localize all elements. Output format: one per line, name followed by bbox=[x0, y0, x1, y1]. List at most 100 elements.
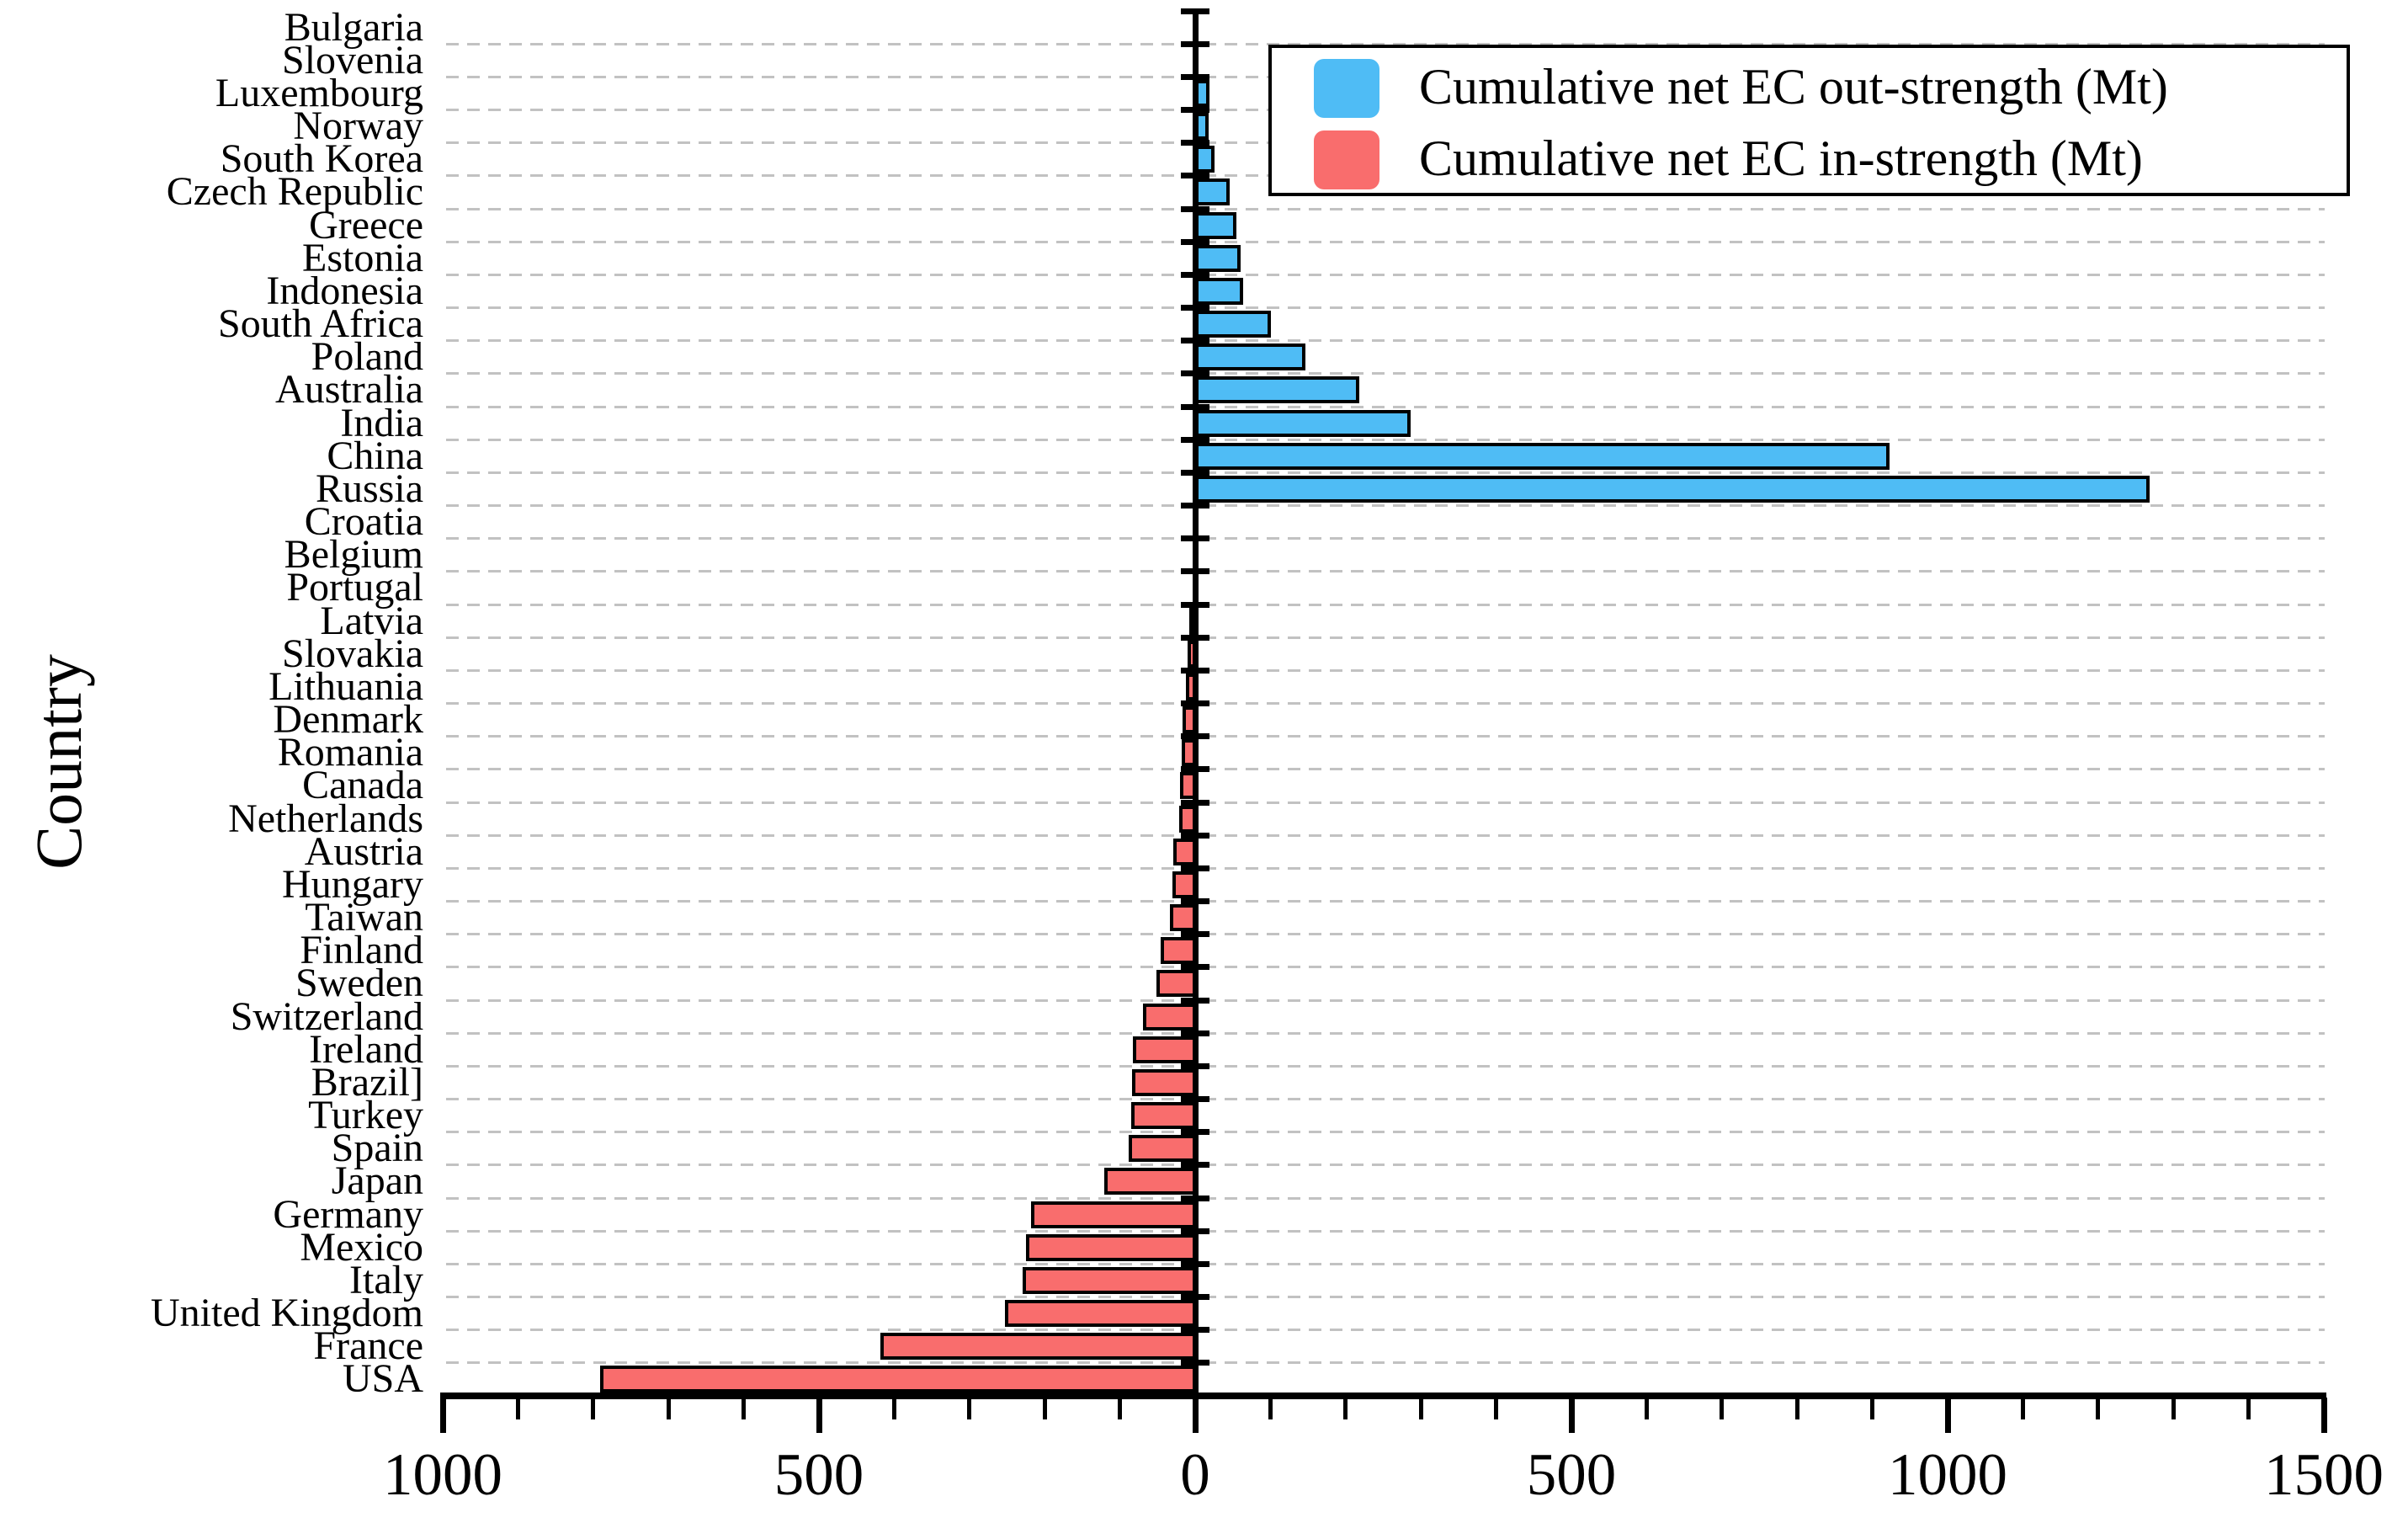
gridline bbox=[446, 1196, 2325, 1200]
bar-out-strength bbox=[1194, 211, 1237, 239]
country-label: Mexico bbox=[300, 1224, 423, 1270]
gridline bbox=[446, 372, 2325, 375]
x-tick-label: 1000 bbox=[1888, 1442, 2007, 1508]
gridline bbox=[446, 1361, 2325, 1365]
category-tick bbox=[1181, 8, 1209, 14]
x-minor-tick bbox=[1118, 1398, 1123, 1419]
x-minor-tick bbox=[1794, 1398, 1799, 1419]
legend-swatch-in-strength bbox=[1314, 130, 1379, 189]
category-tick bbox=[1181, 733, 1209, 740]
category-tick bbox=[1181, 964, 1209, 971]
country-label: Switzerland bbox=[230, 993, 423, 1039]
bar-in-strength bbox=[1132, 1068, 1196, 1096]
category-tick bbox=[1181, 1129, 1209, 1136]
category-tick bbox=[1181, 1062, 1209, 1069]
category-tick bbox=[1181, 140, 1209, 146]
gridline bbox=[446, 504, 2325, 507]
bar-in-strength bbox=[1156, 970, 1196, 998]
bar-out-strength bbox=[1194, 475, 2150, 503]
country-label: France bbox=[313, 1323, 423, 1369]
bar-out-strength bbox=[1194, 376, 1360, 404]
country-label: Turkey bbox=[308, 1093, 423, 1138]
country-label: Lithuania bbox=[268, 663, 423, 709]
country-label: Brazil] bbox=[311, 1059, 423, 1105]
x-minor-tick bbox=[1042, 1398, 1047, 1419]
category-tick bbox=[1181, 40, 1209, 47]
x-major-tick bbox=[1568, 1398, 1575, 1433]
country-label: Croatia bbox=[304, 499, 423, 545]
x-major-tick bbox=[1192, 1398, 1199, 1433]
category-tick bbox=[1181, 1030, 1209, 1036]
gridline bbox=[446, 833, 2325, 837]
gridline bbox=[446, 702, 2325, 705]
country-label: Italy bbox=[349, 1257, 423, 1302]
gridline bbox=[446, 42, 2325, 45]
category-tick bbox=[1181, 931, 1209, 938]
category-tick bbox=[1181, 1162, 1209, 1169]
category-tick bbox=[1181, 469, 1209, 476]
gridline bbox=[446, 1296, 2325, 1298]
gridline bbox=[446, 570, 2325, 573]
country-label: India bbox=[340, 400, 423, 445]
country-label: Luxembourg bbox=[215, 70, 423, 115]
x-minor-tick bbox=[742, 1398, 747, 1419]
country-label: South Africa bbox=[218, 301, 423, 347]
country-label: Denmark bbox=[273, 697, 423, 743]
x-minor-tick bbox=[967, 1398, 972, 1419]
bar-in-strength bbox=[1129, 1135, 1196, 1163]
country-label: Germany bbox=[273, 1191, 423, 1237]
country-label: Taiwan bbox=[305, 895, 423, 940]
gridline bbox=[446, 1164, 2325, 1167]
gridline bbox=[446, 1229, 2325, 1233]
bar-out-strength bbox=[1194, 409, 1411, 437]
country-label: USA bbox=[342, 1356, 423, 1402]
country-label: Czech Republic bbox=[166, 169, 423, 215]
gridline bbox=[446, 735, 2325, 738]
category-tick bbox=[1181, 568, 1209, 575]
bar-in-strength bbox=[1026, 1233, 1196, 1261]
x-minor-tick bbox=[1418, 1398, 1423, 1419]
bar-in-strength bbox=[1022, 1266, 1196, 1294]
x-major-tick bbox=[2320, 1398, 2327, 1433]
country-label: Latvia bbox=[320, 598, 423, 643]
x-minor-tick bbox=[1644, 1398, 1649, 1419]
category-tick bbox=[1181, 997, 1209, 1004]
category-tick bbox=[1181, 436, 1209, 443]
category-tick bbox=[1181, 1195, 1209, 1201]
x-major-tick bbox=[816, 1398, 822, 1433]
gridline bbox=[446, 636, 2325, 639]
x-minor-tick bbox=[1268, 1398, 1273, 1419]
gridline bbox=[446, 1262, 2325, 1265]
gridline bbox=[446, 1064, 2325, 1068]
country-label: Slovakia bbox=[282, 631, 423, 676]
gridline bbox=[446, 207, 2325, 210]
gridline bbox=[446, 900, 2325, 903]
country-label: Belgium bbox=[284, 532, 423, 578]
country-label: Australia bbox=[275, 367, 423, 413]
gridline bbox=[446, 339, 2325, 343]
category-tick bbox=[1181, 1360, 1209, 1366]
x-minor-tick bbox=[2246, 1398, 2251, 1419]
x-minor-tick bbox=[1343, 1398, 1348, 1419]
country-label: Russia bbox=[315, 466, 423, 511]
country-label: Canada bbox=[302, 763, 423, 808]
category-tick bbox=[1181, 601, 1209, 608]
gridline bbox=[446, 966, 2325, 969]
gridline bbox=[446, 1131, 2325, 1134]
legend-swatch-out-strength bbox=[1314, 59, 1379, 118]
country-label: Greece bbox=[309, 202, 423, 248]
gridline bbox=[446, 471, 2325, 474]
x-minor-tick bbox=[2171, 1398, 2176, 1419]
x-tick-label: 0 bbox=[1180, 1442, 1210, 1508]
category-tick bbox=[1181, 503, 1209, 509]
x-tick-label: 1500 bbox=[2264, 1442, 2384, 1508]
category-tick bbox=[1181, 370, 1209, 377]
category-tick bbox=[1181, 205, 1209, 212]
country-label: China bbox=[327, 433, 423, 478]
country-label: Spain bbox=[331, 1126, 423, 1171]
bar-out-strength bbox=[1194, 442, 1890, 470]
country-label: Norway bbox=[293, 104, 423, 149]
category-tick bbox=[1181, 338, 1209, 344]
gridline bbox=[446, 1031, 2325, 1035]
bar-in-strength bbox=[1172, 838, 1196, 865]
